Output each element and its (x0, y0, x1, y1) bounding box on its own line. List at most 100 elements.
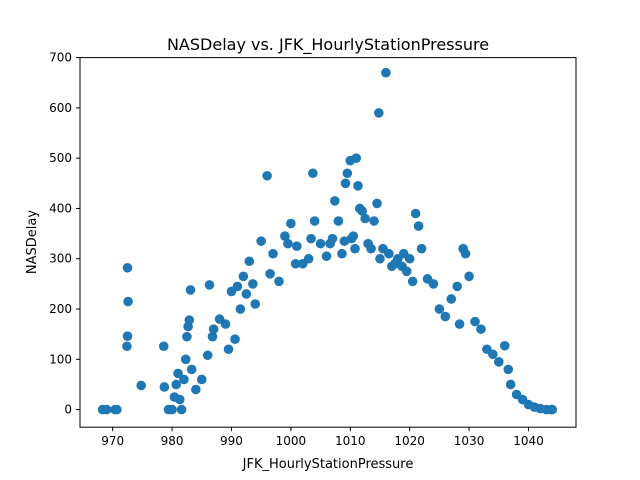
scatter-point (220, 319, 231, 329)
scatter-point (230, 334, 240, 345)
scatter-point (330, 196, 340, 206)
x-tick-label: 1020 (394, 434, 425, 448)
scatter-point (122, 331, 133, 341)
x-tick-label: 990 (220, 434, 243, 448)
scatter-point (159, 382, 170, 392)
points-layer (97, 67, 558, 415)
scatter-point (440, 311, 451, 322)
scatter-point (321, 251, 332, 262)
scatter-point (547, 404, 558, 415)
scatter-point (373, 108, 384, 118)
x-ticks: 970 980 990 1000 1010 1020 1030 1040 (101, 427, 544, 448)
scatter-point (337, 248, 347, 259)
scatter-point (493, 357, 504, 367)
scatter-point (265, 269, 275, 279)
scatter-point (428, 279, 439, 289)
scatter-point (476, 324, 486, 334)
scatter-point (179, 374, 189, 385)
scatter-point (308, 168, 318, 179)
scatter-point (182, 331, 192, 342)
scatter-point (372, 198, 382, 209)
scatter-point (123, 296, 133, 307)
scatter-point (290, 258, 301, 269)
scatter-point (410, 208, 421, 219)
scatter-point (204, 280, 215, 290)
scatter-point (488, 349, 498, 360)
scatter-point (180, 354, 191, 365)
scatter-point (232, 281, 243, 292)
scatter-point (503, 364, 514, 375)
scatter-point (122, 262, 133, 273)
y-ticks: 0 100 200 300 400 500 600 700 (49, 51, 80, 417)
plot-frame (79, 57, 577, 428)
scatter-point (454, 319, 465, 329)
scatter-point (238, 271, 249, 282)
scatter-point (327, 233, 338, 244)
scatter-point (112, 404, 122, 415)
scatter-point (357, 206, 367, 216)
scatter-point (185, 285, 196, 295)
scatter-point (470, 316, 480, 327)
y-tick-label: 400 (49, 201, 72, 215)
scatter-point (235, 304, 246, 314)
scatter-point (101, 404, 112, 415)
y-tick-label: 0 (64, 403, 72, 417)
y-tick-label: 500 (49, 151, 72, 165)
scatter-point (350, 243, 360, 254)
scatter-point (353, 181, 363, 191)
scatter-point (244, 256, 255, 267)
scatter-point (366, 243, 376, 254)
scatter-point (136, 380, 146, 391)
scatter-point (407, 276, 418, 287)
scatter-point (186, 364, 197, 375)
scatter-point (158, 341, 169, 352)
scatter-point (173, 368, 183, 379)
scatter-point (384, 248, 394, 259)
x-tick-label: 1040 (513, 434, 544, 448)
scatter-point (268, 248, 278, 259)
scatter-point (309, 216, 320, 226)
scatter-point (416, 243, 427, 254)
scatter-point (262, 170, 272, 181)
scatter-point (351, 153, 362, 163)
scatter-point (375, 253, 385, 264)
scatter-point (446, 294, 457, 304)
x-tick-label: 970 (101, 434, 124, 448)
scatter-point (274, 276, 284, 287)
scatter-point (460, 248, 471, 259)
scatter-point (167, 404, 177, 415)
x-tick-label: 1010 (335, 434, 366, 448)
scatter-point (303, 253, 314, 264)
scatter-point (191, 384, 201, 395)
scatter-point (369, 216, 379, 226)
y-axis-label: NASDelay (25, 210, 40, 274)
scatter-point (404, 253, 415, 264)
x-tick-label: 980 (161, 434, 184, 448)
scatter-point (283, 238, 293, 249)
scatter-point (381, 67, 391, 78)
scatter-point (413, 221, 424, 231)
scatter-point (360, 213, 370, 224)
scatter-point (434, 304, 445, 314)
x-tick-label: 1030 (454, 434, 485, 448)
scatter-point (241, 289, 252, 299)
scatter-point (292, 241, 302, 251)
y-tick-label: 200 (49, 302, 72, 316)
scatter-point (315, 238, 326, 249)
scatter-point (452, 281, 463, 292)
scatter-point (176, 404, 187, 415)
scatter-point (505, 379, 516, 390)
scatter-point (464, 271, 474, 282)
scatter-point (208, 324, 219, 334)
scatter-point (348, 231, 359, 241)
scatter-point (171, 379, 182, 390)
scatter-point (184, 315, 195, 325)
y-tick-label: 300 (49, 252, 72, 266)
y-tick-label: 700 (49, 51, 72, 65)
scatter-point (122, 341, 132, 352)
scatter-point (223, 344, 234, 355)
x-tick-label: 1000 (276, 434, 307, 448)
scatter-point (286, 218, 296, 229)
